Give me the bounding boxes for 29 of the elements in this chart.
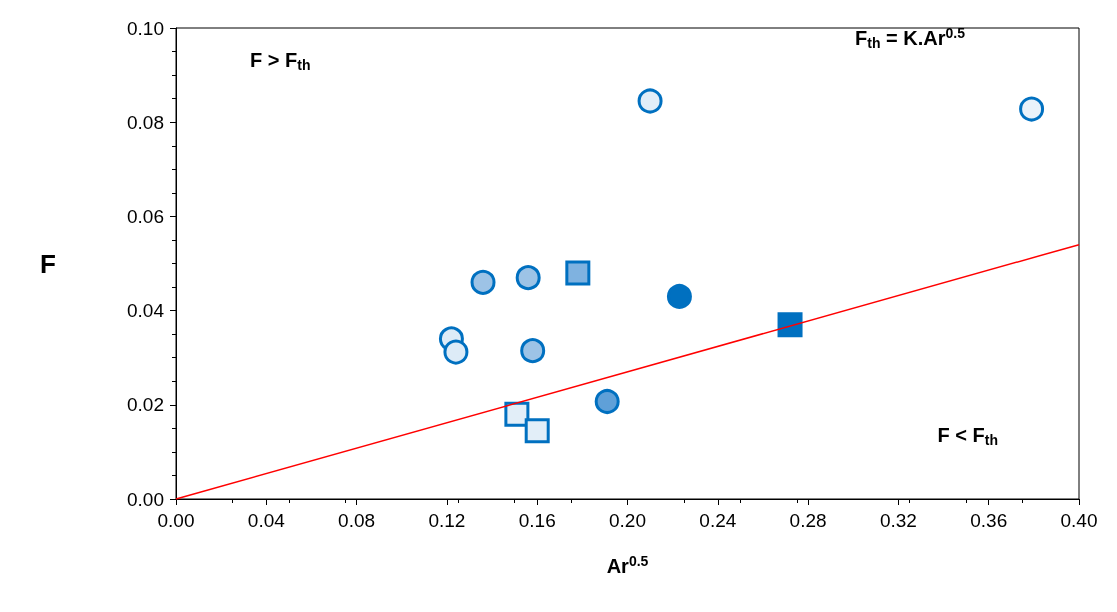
x-tick-label: 0.40: [1060, 510, 1098, 531]
x-tick-label: 0.36: [970, 510, 1008, 531]
point: [524, 418, 550, 444]
point: [565, 260, 591, 286]
x-tick-label: 0.00: [157, 510, 195, 531]
y-tick-label: 0.02: [127, 394, 164, 416]
y-tick-label: 0.00: [127, 488, 164, 510]
point: [443, 339, 469, 365]
y-tick-label: 0.08: [127, 111, 164, 133]
y-axis-title: F: [40, 248, 56, 279]
point: [515, 265, 541, 291]
x-tick-label: 0.32: [879, 510, 917, 531]
point: [777, 312, 803, 338]
point: [594, 389, 620, 414]
point: [520, 338, 546, 364]
point: [504, 401, 530, 427]
x-tick-label: 0.08: [338, 510, 376, 531]
y-tick-label: 0.10: [127, 17, 164, 39]
x-tick-label: 0.16: [518, 510, 556, 531]
point: [1019, 96, 1045, 122]
x-tick-label: 0.28: [789, 510, 827, 531]
x-tick-label: 0.20: [609, 510, 646, 531]
x-tick-label: 0.24: [699, 510, 737, 531]
y-tick-label: 0.06: [127, 205, 164, 227]
point: [666, 283, 692, 309]
y-tick-label: 0.04: [127, 300, 165, 322]
x-tick-label: 0.04: [247, 510, 286, 531]
point: [470, 269, 496, 295]
x-tick-label: 0.12: [428, 510, 466, 531]
